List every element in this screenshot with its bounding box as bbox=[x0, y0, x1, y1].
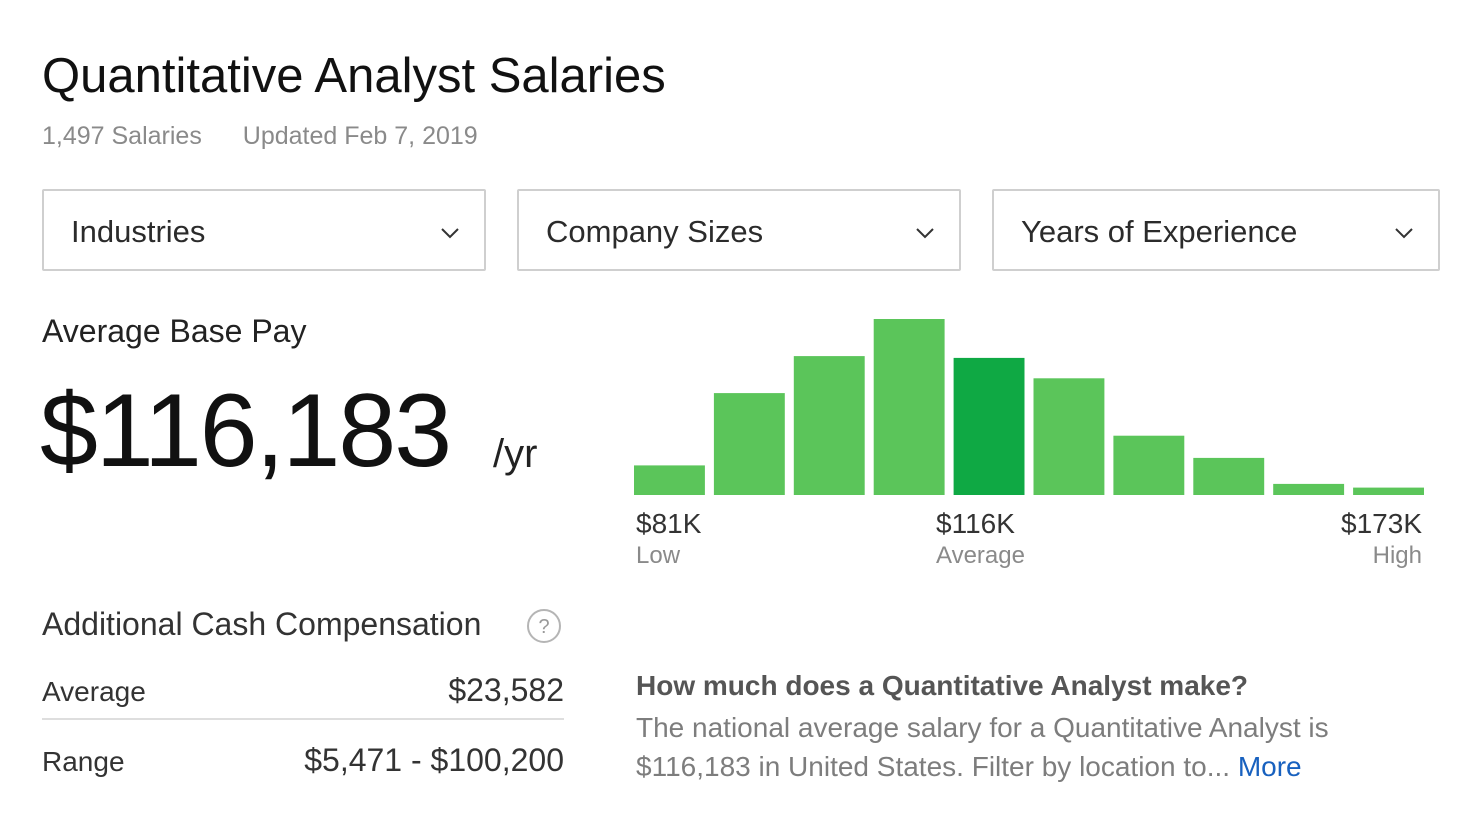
page-title: Quantitative Analyst Salaries bbox=[42, 49, 666, 103]
svg-text:?: ? bbox=[538, 616, 549, 638]
company-sizes-dropdown-label: Company Sizes bbox=[546, 214, 764, 249]
additional-cash-average-label: Average bbox=[42, 676, 146, 707]
filter-bar: Industries Company Sizes Years of Experi… bbox=[42, 189, 1440, 275]
histogram-average-value: $116K bbox=[936, 508, 1015, 539]
updated-date: Updated Feb 7, 2019 bbox=[242, 122, 478, 150]
histogram-bar-average bbox=[953, 357, 1025, 495]
more-link[interactable]: More bbox=[1237, 751, 1302, 782]
faq-answer: The national average salary for a Quanti… bbox=[636, 708, 1396, 786]
histogram-average: $116K Average bbox=[936, 508, 1025, 570]
histogram-bar bbox=[873, 319, 945, 495]
histogram-high-value: $173K bbox=[1341, 508, 1422, 539]
histogram-bar bbox=[1193, 457, 1265, 495]
years-of-experience-dropdown-label: Years of Experience bbox=[1021, 214, 1298, 249]
additional-cash-average-row: Average $23,582 bbox=[42, 672, 564, 732]
histogram-bar bbox=[793, 356, 865, 495]
years-of-experience-dropdown[interactable]: Years of Experience bbox=[992, 189, 1440, 271]
additional-cash-average-value: $23,582 bbox=[448, 672, 564, 708]
histogram-bar bbox=[1273, 483, 1345, 495]
chevron-down-icon bbox=[916, 228, 934, 239]
histogram-average-caption: Average bbox=[936, 542, 1025, 569]
faq-answer-text: The national average salary for a Quanti… bbox=[636, 712, 1329, 782]
company-sizes-dropdown[interactable]: Company Sizes bbox=[517, 189, 961, 271]
additional-cash-range-value: $5,471 - $100,200 bbox=[304, 742, 564, 778]
histogram-bar bbox=[1033, 378, 1105, 495]
histogram-low: $81K Low bbox=[636, 508, 701, 570]
divider bbox=[42, 718, 564, 720]
histogram-bar bbox=[1353, 487, 1424, 495]
industries-dropdown-label: Industries bbox=[71, 214, 206, 249]
average-base-pay-value: $116,183 bbox=[40, 373, 452, 489]
histogram-high: $173K High bbox=[1341, 508, 1422, 570]
chevron-down-icon bbox=[1395, 228, 1413, 239]
histogram-low-value: $81K bbox=[636, 508, 702, 539]
pay-period-unit: /yr bbox=[493, 432, 538, 476]
histogram-bar bbox=[713, 393, 785, 495]
additional-cash-title: Additional Cash Compensation bbox=[42, 606, 482, 642]
histogram-bar bbox=[1113, 435, 1185, 495]
meta-info: 1,497 Salaries Updated Feb 7, 2019 bbox=[42, 122, 478, 151]
additional-cash-range-row: Range $5,471 - $100,200 bbox=[42, 742, 564, 802]
histogram-high-caption: High bbox=[1372, 542, 1422, 569]
question-circle-icon[interactable]: ? bbox=[526, 608, 562, 644]
histogram-bar bbox=[634, 465, 705, 495]
chevron-down-icon bbox=[441, 228, 459, 239]
average-base-pay-label: Average Base Pay bbox=[42, 313, 307, 349]
faq-question: How much does a Quantitative Analyst mak… bbox=[636, 670, 1249, 701]
additional-cash-range-label: Range bbox=[42, 746, 125, 777]
salary-histogram bbox=[634, 319, 1424, 495]
salaries-count: 1,497 Salaries bbox=[42, 122, 202, 150]
histogram-low-caption: Low bbox=[636, 542, 681, 569]
industries-dropdown[interactable]: Industries bbox=[42, 189, 486, 271]
